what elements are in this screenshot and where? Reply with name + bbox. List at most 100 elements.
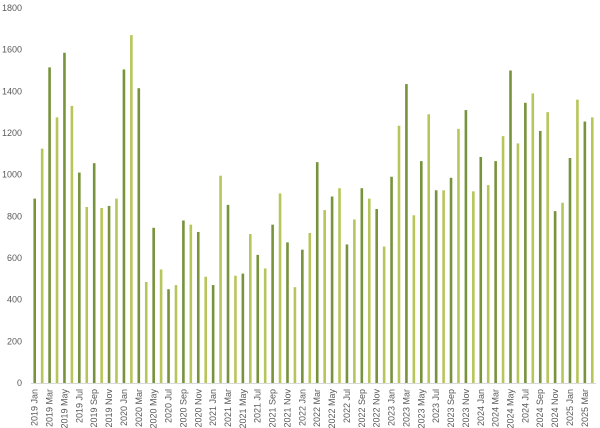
bar — [590, 117, 594, 383]
bar — [85, 206, 89, 383]
x-tick-label: 2022 May — [327, 389, 337, 428]
bar — [405, 84, 408, 384]
bar — [107, 205, 111, 383]
bar — [330, 196, 334, 383]
bar — [92, 163, 96, 383]
bar — [576, 99, 579, 384]
x-tick-label: 2024 Jan — [476, 389, 486, 426]
x-tick-label: 2019 Jan — [30, 389, 40, 426]
bar — [241, 273, 245, 383]
x-tick-label: 2022 Mar — [312, 389, 322, 427]
bar — [501, 136, 505, 383]
y-axis-ticks: 0 200 400 600 800 1000 1200 1400 1600 1800 — [2, 3, 22, 388]
x-tick-label: 2019 Mar — [45, 389, 55, 427]
bar — [122, 69, 126, 383]
bar — [367, 198, 371, 383]
bar — [130, 35, 133, 383]
bar — [48, 67, 51, 383]
x-tick-label: 2021 May — [238, 389, 248, 428]
x-tick-label: 2019 Nov — [104, 389, 114, 428]
bars-group — [33, 35, 594, 384]
y-tick-label: 400 — [7, 295, 22, 305]
y-tick-label: 1800 — [2, 3, 22, 13]
bar — [196, 231, 200, 383]
bar — [561, 202, 564, 383]
y-tick-label: 1400 — [2, 86, 22, 96]
bar — [301, 249, 304, 383]
bar — [464, 110, 468, 383]
bar — [159, 269, 163, 383]
x-tick-label: 2023 Jan — [387, 389, 397, 426]
bar — [55, 117, 59, 383]
bar — [204, 276, 208, 383]
bar — [397, 125, 401, 383]
bar — [278, 193, 282, 383]
x-tick-label: 2019 Jul — [74, 389, 84, 423]
bar — [583, 121, 587, 384]
bar — [286, 242, 289, 383]
x-tick-label: 2021 Jan — [208, 389, 218, 426]
bar — [553, 211, 557, 383]
bar — [516, 143, 520, 383]
x-tick-label: 2021 Sep — [268, 389, 278, 428]
x-tick-label: 2024 Jul — [520, 389, 530, 423]
bar — [494, 161, 497, 383]
bar — [427, 114, 431, 383]
y-tick-label: 0 — [17, 378, 22, 388]
x-tick-label: 2020 Mar — [134, 389, 144, 427]
bar — [419, 161, 423, 383]
x-tick-label: 2023 Sep — [446, 389, 456, 428]
bar — [33, 198, 37, 383]
bar — [226, 204, 230, 383]
bar — [449, 177, 453, 383]
x-tick-label: 2020 Jul — [164, 389, 174, 423]
bar — [315, 162, 319, 383]
bar — [234, 275, 237, 383]
x-axis-ticks: 2019 Jan 2019 Mar 2019 May 2019 Jul 2019 Sep… — [30, 389, 590, 428]
x-tick-label: 2019 Sep — [89, 389, 99, 428]
bar — [382, 246, 386, 383]
x-tick-label: 2021 Mar — [223, 389, 233, 427]
bar — [167, 289, 170, 383]
bar — [174, 285, 178, 383]
x-tick-label: 2023 Nov — [461, 389, 471, 428]
bar — [486, 185, 490, 383]
bar — [360, 188, 364, 383]
bar — [308, 233, 312, 383]
x-tick-label: 2022 Jul — [342, 389, 352, 423]
bar — [524, 102, 527, 384]
bar — [531, 93, 535, 384]
bar — [457, 128, 460, 383]
bar — [323, 210, 326, 383]
bar — [472, 191, 475, 383]
x-tick-label: 2021 Jul — [253, 389, 263, 423]
bar — [546, 112, 549, 384]
bar — [353, 219, 356, 383]
x-tick-label: 2020 Nov — [193, 389, 203, 428]
bar — [434, 190, 438, 383]
bar — [412, 215, 416, 383]
bar — [40, 148, 44, 383]
x-tick-label: 2025 Mar — [580, 389, 590, 427]
x-tick-label: 2022 Sep — [357, 389, 367, 428]
y-tick-label: 200 — [7, 336, 22, 346]
x-tick-label: 2020 Sep — [178, 389, 188, 428]
bar — [509, 70, 512, 383]
x-tick-label: 2024 Nov — [550, 389, 560, 428]
bar — [375, 209, 378, 383]
y-tick-label: 600 — [7, 253, 22, 263]
bar — [263, 268, 267, 383]
bar — [144, 281, 148, 383]
x-tick-label: 2023 May — [416, 389, 426, 428]
x-tick-label: 2025 Jan — [565, 389, 575, 426]
bar — [271, 224, 274, 383]
bar — [100, 208, 103, 383]
bar — [78, 172, 81, 383]
x-tick-label: 2024 Sep — [535, 389, 545, 428]
y-tick-label: 800 — [7, 211, 22, 221]
bar — [182, 220, 185, 383]
bar — [568, 158, 572, 383]
x-tick-label: 2024 May — [506, 389, 516, 428]
bar — [442, 190, 445, 383]
